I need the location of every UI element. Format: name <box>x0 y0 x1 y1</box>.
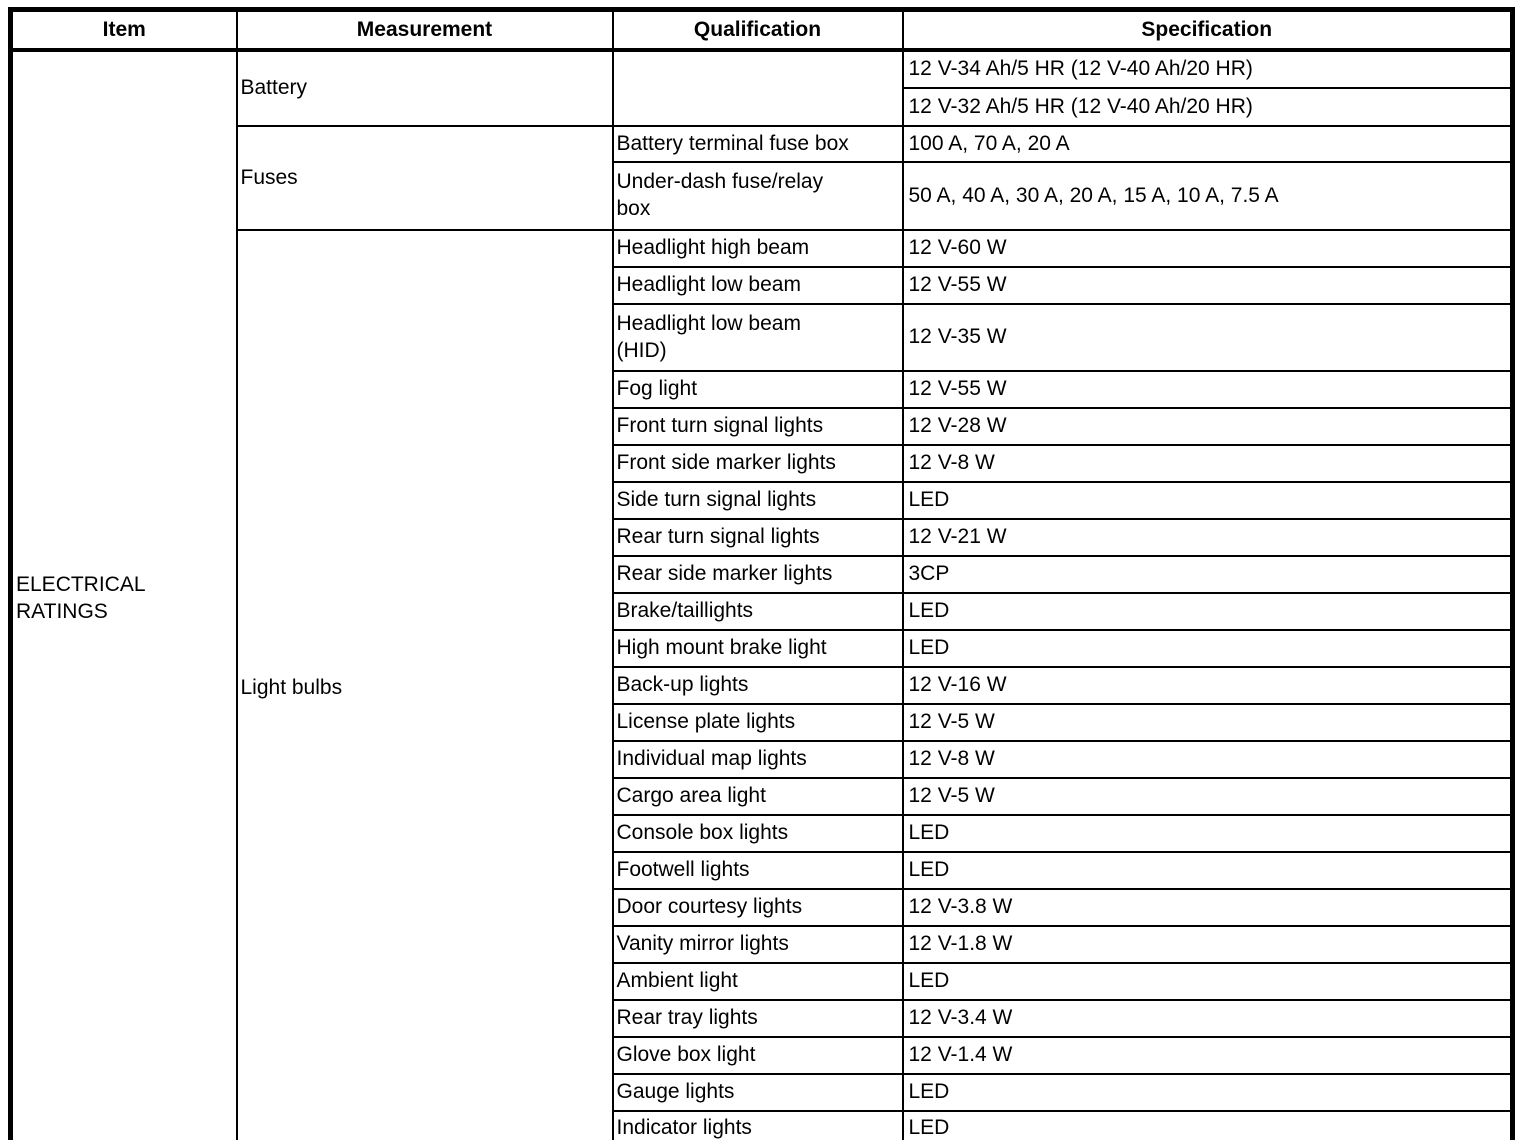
qualification-cell: Door courtesy lights <box>611 888 904 927</box>
qualification-cell: Headlight low beam <box>611 266 904 305</box>
table-row: Headlight low beam 12 V-55 W <box>11 266 1514 305</box>
specification-cell: 12 V-34 Ah/5 HR (12 V-40 Ah/20 HR) <box>901 49 1514 89</box>
qualification-cell: Glove box light <box>611 1036 904 1075</box>
qualification-text: Headlight low beam (HID) <box>616 311 801 362</box>
qualification-cell: Under-dash fuse/relay box <box>611 161 904 231</box>
item-cell: ELECTRICAL RATINGS <box>9 49 238 1140</box>
qualification-cell: Footwell lights <box>611 851 904 890</box>
specification-cell: LED <box>901 592 1514 631</box>
table-row: Fog light 12 V-55 W <box>11 370 1514 409</box>
header-measurement: Measurement <box>235 8 614 52</box>
specification-cell: 12 V-60 W <box>901 229 1514 268</box>
measurement-cell-light-bulbs: Light bulbs <box>235 229 614 1140</box>
qualification-cell: Console box lights <box>611 814 904 853</box>
specification-cell: 50 A, 40 A, 30 A, 20 A, 15 A, 10 A, 7.5 … <box>901 161 1514 231</box>
table-row: Front side marker lights 12 V-8 W <box>11 444 1514 483</box>
qualification-cell: High mount brake light <box>611 629 904 668</box>
table-row: Footwell lights LED <box>11 851 1514 890</box>
table-row: High mount brake light LED <box>11 629 1514 668</box>
table-row: Door courtesy lights 12 V-3.8 W <box>11 888 1514 927</box>
specification-cell: 12 V-8 W <box>901 740 1514 779</box>
specification-cell: 100 A, 70 A, 20 A <box>901 125 1514 163</box>
qualification-cell: Ambient light <box>611 962 904 1001</box>
table-row: Rear turn signal lights 12 V-21 W <box>11 518 1514 557</box>
specification-cell: 12 V-5 W <box>901 703 1514 742</box>
header-row: Item Measurement Qualification Specifica… <box>9 8 1514 52</box>
specification-cell: 12 V-3.8 W <box>901 888 1514 927</box>
table-row: Individual map lights 12 V-8 W <box>11 740 1514 779</box>
qualification-cell: Side turn signal lights <box>611 481 904 520</box>
specification-cell: 12 V-3.4 W <box>901 999 1514 1038</box>
specification-cell: 12 V-28 W <box>901 407 1514 446</box>
qualification-text: Under-dash fuse/relay box <box>616 170 824 220</box>
electrical-ratings-table: Item Measurement Qualification Specifica… <box>8 7 1515 1140</box>
qualification-cell: License plate lights <box>611 703 904 742</box>
table-row: ELECTRICAL RATINGS Battery 12 V-34 Ah/5 … <box>9 49 1514 1140</box>
specification-cell: 12 V-55 W <box>901 266 1514 305</box>
qualification-cell: Headlight low beam (HID) <box>611 303 904 372</box>
specification-cell: 12 V-5 W <box>901 777 1514 816</box>
table-row: Rear side marker lights 3CP <box>11 555 1514 594</box>
qualification-cell: Gauge lights <box>611 1073 904 1112</box>
qualification-cell: Rear turn signal lights <box>611 518 904 557</box>
table-row: Back-up lights 12 V-16 W <box>11 666 1514 705</box>
table-row: Vanity mirror lights 12 V-1.8 W <box>11 925 1514 964</box>
specification-cell: LED <box>901 962 1514 1001</box>
header-item: Item <box>9 8 238 52</box>
specification-cell: 12 V-21 W <box>901 518 1514 557</box>
specification-cell: 12 V-35 W <box>901 303 1514 372</box>
specification-cell: LED <box>901 629 1514 668</box>
qualification-cell: Rear tray lights <box>611 999 904 1038</box>
qualification-cell: Brake/taillights <box>611 592 904 631</box>
header-qualification: Qualification <box>611 8 904 52</box>
specification-cell: LED <box>901 481 1514 520</box>
table-row: Ambient light LED <box>11 962 1514 1001</box>
table-row: 12 V-32 Ah/5 HR (12 V-40 Ah/20 HR) <box>11 87 1514 127</box>
specification-cell: 12 V-16 W <box>901 666 1514 705</box>
table-row: Rear tray lights 12 V-3.4 W <box>11 999 1514 1038</box>
specification-cell: 12 V-55 W <box>901 370 1514 409</box>
header-specification: Specification <box>901 8 1514 52</box>
table-row: Under-dash fuse/relay box 50 A, 40 A, 30… <box>11 161 1514 231</box>
qualification-cell: Individual map lights <box>611 740 904 779</box>
table-row: Side turn signal lights LED <box>11 481 1514 520</box>
qualification-cell: Battery terminal fuse box <box>611 125 904 163</box>
specification-cell: LED <box>901 1110 1514 1140</box>
qualification-cell: Rear side marker lights <box>611 555 904 594</box>
measurement-cell-fuses: Fuses <box>235 125 614 231</box>
qualification-empty-cell <box>611 49 904 127</box>
table-row: Front turn signal lights 12 V-28 W <box>11 407 1514 446</box>
table-row: License plate lights 12 V-5 W <box>11 703 1514 742</box>
qualification-cell: Indicator lights <box>611 1110 904 1140</box>
table-row: Headlight low beam (HID) 12 V-35 W <box>11 303 1514 372</box>
qualification-cell: Front turn signal lights <box>611 407 904 446</box>
table-row: Gauge lights LED <box>11 1073 1514 1112</box>
specification-cell: 12 V-8 W <box>901 444 1514 483</box>
specification-cell: LED <box>901 814 1514 853</box>
qualification-cell: Front side marker lights <box>611 444 904 483</box>
specification-cell: 12 V-1.4 W <box>901 1036 1514 1075</box>
qualification-cell: Headlight high beam <box>611 229 904 268</box>
table-row: Light bulbs Headlight high beam 12 V-60 … <box>11 229 1514 1140</box>
measurement-cell-battery: Battery <box>235 49 614 127</box>
specification-cell: 12 V-1.8 W <box>901 925 1514 964</box>
qualification-cell: Back-up lights <box>611 666 904 705</box>
table-row: Cargo area light 12 V-5 W <box>11 777 1514 816</box>
table-row: Brake/taillights LED <box>11 592 1514 631</box>
specification-cell: 3CP <box>901 555 1514 594</box>
table-row: Indicator lights LED <box>11 1110 1514 1140</box>
specification-cell: LED <box>901 851 1514 890</box>
qualification-cell: Fog light <box>611 370 904 409</box>
table-row: Glove box light 12 V-1.4 W <box>11 1036 1514 1075</box>
qualification-cell: Vanity mirror lights <box>611 925 904 964</box>
table-row: Fuses Battery terminal fuse box 100 A, 7… <box>11 125 1514 231</box>
item-label: ELECTRICAL RATINGS <box>16 572 145 623</box>
table-row: Console box lights LED <box>11 814 1514 853</box>
specification-cell: 12 V-32 Ah/5 HR (12 V-40 Ah/20 HR) <box>901 87 1514 127</box>
qualification-cell: Cargo area light <box>611 777 904 816</box>
specification-cell: LED <box>901 1073 1514 1112</box>
